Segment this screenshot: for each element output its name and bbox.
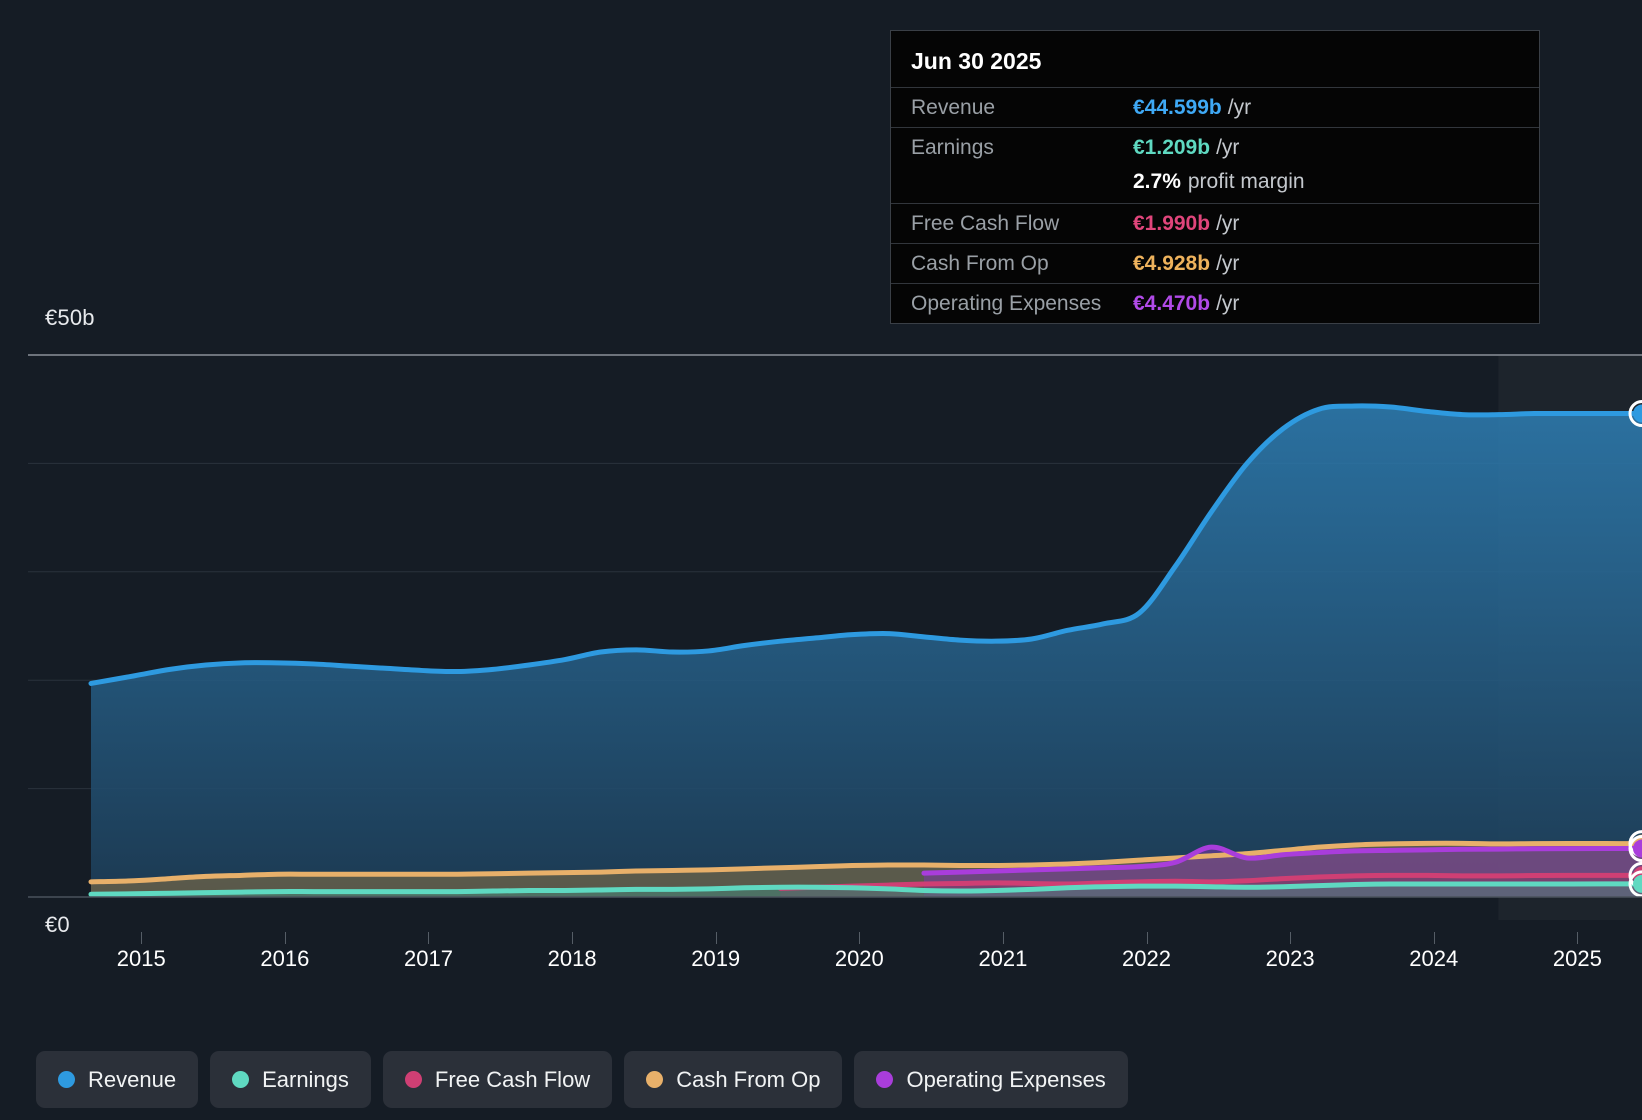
- y-axis-top-label: €50b: [45, 305, 95, 330]
- tooltip-row-label: Cash From Op: [911, 251, 1049, 275]
- endpoint-dot-revenue: [1633, 404, 1642, 423]
- y-axis-zero-label: €0: [45, 912, 70, 937]
- x-axis-tick-2019: 2019: [691, 946, 741, 971]
- x-axis-tick-mark: [572, 932, 574, 944]
- x-axis: 2015 2016 2017 2018 2019 2020 2021 2022 2023 2024…: [0, 932, 1642, 986]
- tooltip-row-value: €1.209b: [1133, 135, 1211, 159]
- legend-item-label: Operating Expenses: [906, 1066, 1106, 1092]
- endpoint-ring-operating-expenses: [1628, 835, 1642, 863]
- tooltip-row-operating-expenses: Operating Expenses €4.470b/yr: [891, 283, 1539, 323]
- tooltip-row-label: Operating Expenses: [911, 291, 1102, 315]
- chart-legend: Revenue Earnings Free Cash Flow Cash From O…: [36, 1051, 1128, 1108]
- tooltip-row-label: Earnings: [911, 135, 994, 159]
- x-axis-tick-2020: 2020: [834, 946, 884, 971]
- endpoint-ring-revenue: [1628, 400, 1642, 428]
- tooltip-row-label: Free Cash Flow: [911, 211, 1060, 235]
- x-axis-tick-mark: [1433, 932, 1435, 944]
- tooltip-row-value: €1.990b: [1133, 211, 1211, 235]
- chart-plot-area: [0, 300, 1642, 920]
- tooltip-row-unit: /yr: [1216, 291, 1240, 315]
- legend-item-operating-expenses[interactable]: Operating Expenses: [854, 1051, 1128, 1108]
- tooltip-row-value-group: €1.209b/yr: [1133, 136, 1239, 160]
- line-earnings: [88, 881, 1642, 897]
- x-axis-tick-2021: 2021: [978, 946, 1028, 971]
- tooltip-row-unit: /yr: [1227, 95, 1252, 119]
- tooltip-row-revenue: Revenue €44.599b/yr: [891, 87, 1539, 127]
- line-revenue: [88, 403, 1642, 686]
- x-axis-tick-mark: [1146, 932, 1148, 944]
- profit-margin-value: 2.7%: [1133, 169, 1181, 193]
- x-axis-tick-mark: [1577, 932, 1579, 944]
- x-axis-tick-mark: [141, 932, 143, 944]
- legend-item-label: Cash From Op: [676, 1066, 821, 1092]
- x-axis-tick-2015: 2015: [116, 946, 166, 971]
- x-axis-tick-mark: [284, 932, 286, 944]
- tooltip-row-free-cash-flow: Free Cash Flow €1.990b/yr: [891, 203, 1539, 243]
- x-axis-tick-2022: 2022: [1122, 946, 1172, 971]
- legend-color-dot-icon: [232, 1071, 250, 1088]
- profit-margin-label: profit margin: [1187, 169, 1305, 193]
- tooltip-row-label: Revenue: [911, 95, 996, 119]
- tooltip-row-value: €4.928b: [1133, 251, 1211, 275]
- x-axis-tick-2024: 2024: [1409, 946, 1459, 971]
- data-tooltip-card: Jun 30 2025 Revenue €44.599b/yr Earnings €1…: [890, 30, 1540, 324]
- tooltip-row-unit: /yr: [1216, 211, 1240, 235]
- tooltip-row-value-group: €44.599b/yr: [1133, 96, 1251, 120]
- x-axis-tick-2017: 2017: [404, 946, 453, 971]
- legend-item-free-cash-flow[interactable]: Free Cash Flow: [382, 1051, 613, 1108]
- tooltip-date: Jun 30 2025: [911, 48, 1042, 74]
- endpoint-ring-earnings: [1628, 870, 1642, 898]
- legend-item-label: Revenue: [88, 1066, 177, 1092]
- tooltip-row-value-group: €1.990b/yr: [1133, 212, 1239, 236]
- x-axis-tick-mark: [859, 932, 861, 944]
- legend-color-dot-icon: [646, 1071, 664, 1088]
- legend-item-earnings[interactable]: Earnings: [210, 1051, 371, 1108]
- tooltip-row-value-group: €4.928b/yr: [1133, 252, 1239, 276]
- tooltip-row-value: €4.470b: [1133, 291, 1211, 315]
- chart-svg: [28, 354, 1642, 898]
- legend-item-label: Earnings: [262, 1066, 349, 1092]
- tooltip-rows: Revenue €44.599b/yr Earnings €1.209b/yr 2.7%…: [891, 87, 1539, 323]
- tooltip-row-value-group: €4.470b/yr: [1133, 292, 1239, 316]
- tooltip-row-earnings: Earnings €1.209b/yr: [891, 127, 1539, 167]
- legend-item-revenue[interactable]: Revenue: [36, 1051, 199, 1108]
- legend-color-dot-icon: [404, 1071, 422, 1088]
- legend-color-dot-icon: [58, 1071, 75, 1088]
- x-axis-tick-2018: 2018: [547, 946, 597, 971]
- legend-item-cash-from-op[interactable]: Cash From Op: [624, 1051, 843, 1108]
- x-axis-tick-mark: [715, 932, 717, 944]
- endpoint-dot-operating-expenses: [1633, 839, 1642, 858]
- x-axis-tick-mark: [428, 932, 430, 944]
- x-axis-tick-mark: [1002, 932, 1004, 944]
- legend-color-dot-icon: [876, 1071, 894, 1088]
- tooltip-row-value: €44.599b: [1133, 95, 1222, 119]
- endpoint-dot-earnings: [1633, 874, 1642, 893]
- legend-item-label: Free Cash Flow: [434, 1066, 591, 1092]
- tooltip-row-unit: /yr: [1216, 135, 1240, 159]
- endpoint-ring-free-cash-flow: [1628, 861, 1642, 889]
- x-axis-tick-2016: 2016: [260, 946, 310, 971]
- tooltip-row-cash-from-op: Cash From Op €4.928b/yr: [891, 243, 1539, 283]
- x-axis-tick-mark: [1290, 932, 1292, 944]
- profit-margin-group: 2.7% profit margin: [1133, 170, 1305, 194]
- tooltip-row-unit: /yr: [1216, 251, 1240, 275]
- x-axis-tick-2023: 2023: [1265, 946, 1315, 971]
- x-axis-tick-2025: 2025: [1552, 946, 1602, 971]
- line-operating-expenses: [921, 844, 1642, 876]
- tooltip-row-profit-margin: 2.7% profit margin: [891, 167, 1539, 203]
- line-free-cash-flow: [777, 872, 1642, 891]
- line-cash-from-op: [88, 840, 1642, 885]
- area-revenue: [91, 405, 1642, 897]
